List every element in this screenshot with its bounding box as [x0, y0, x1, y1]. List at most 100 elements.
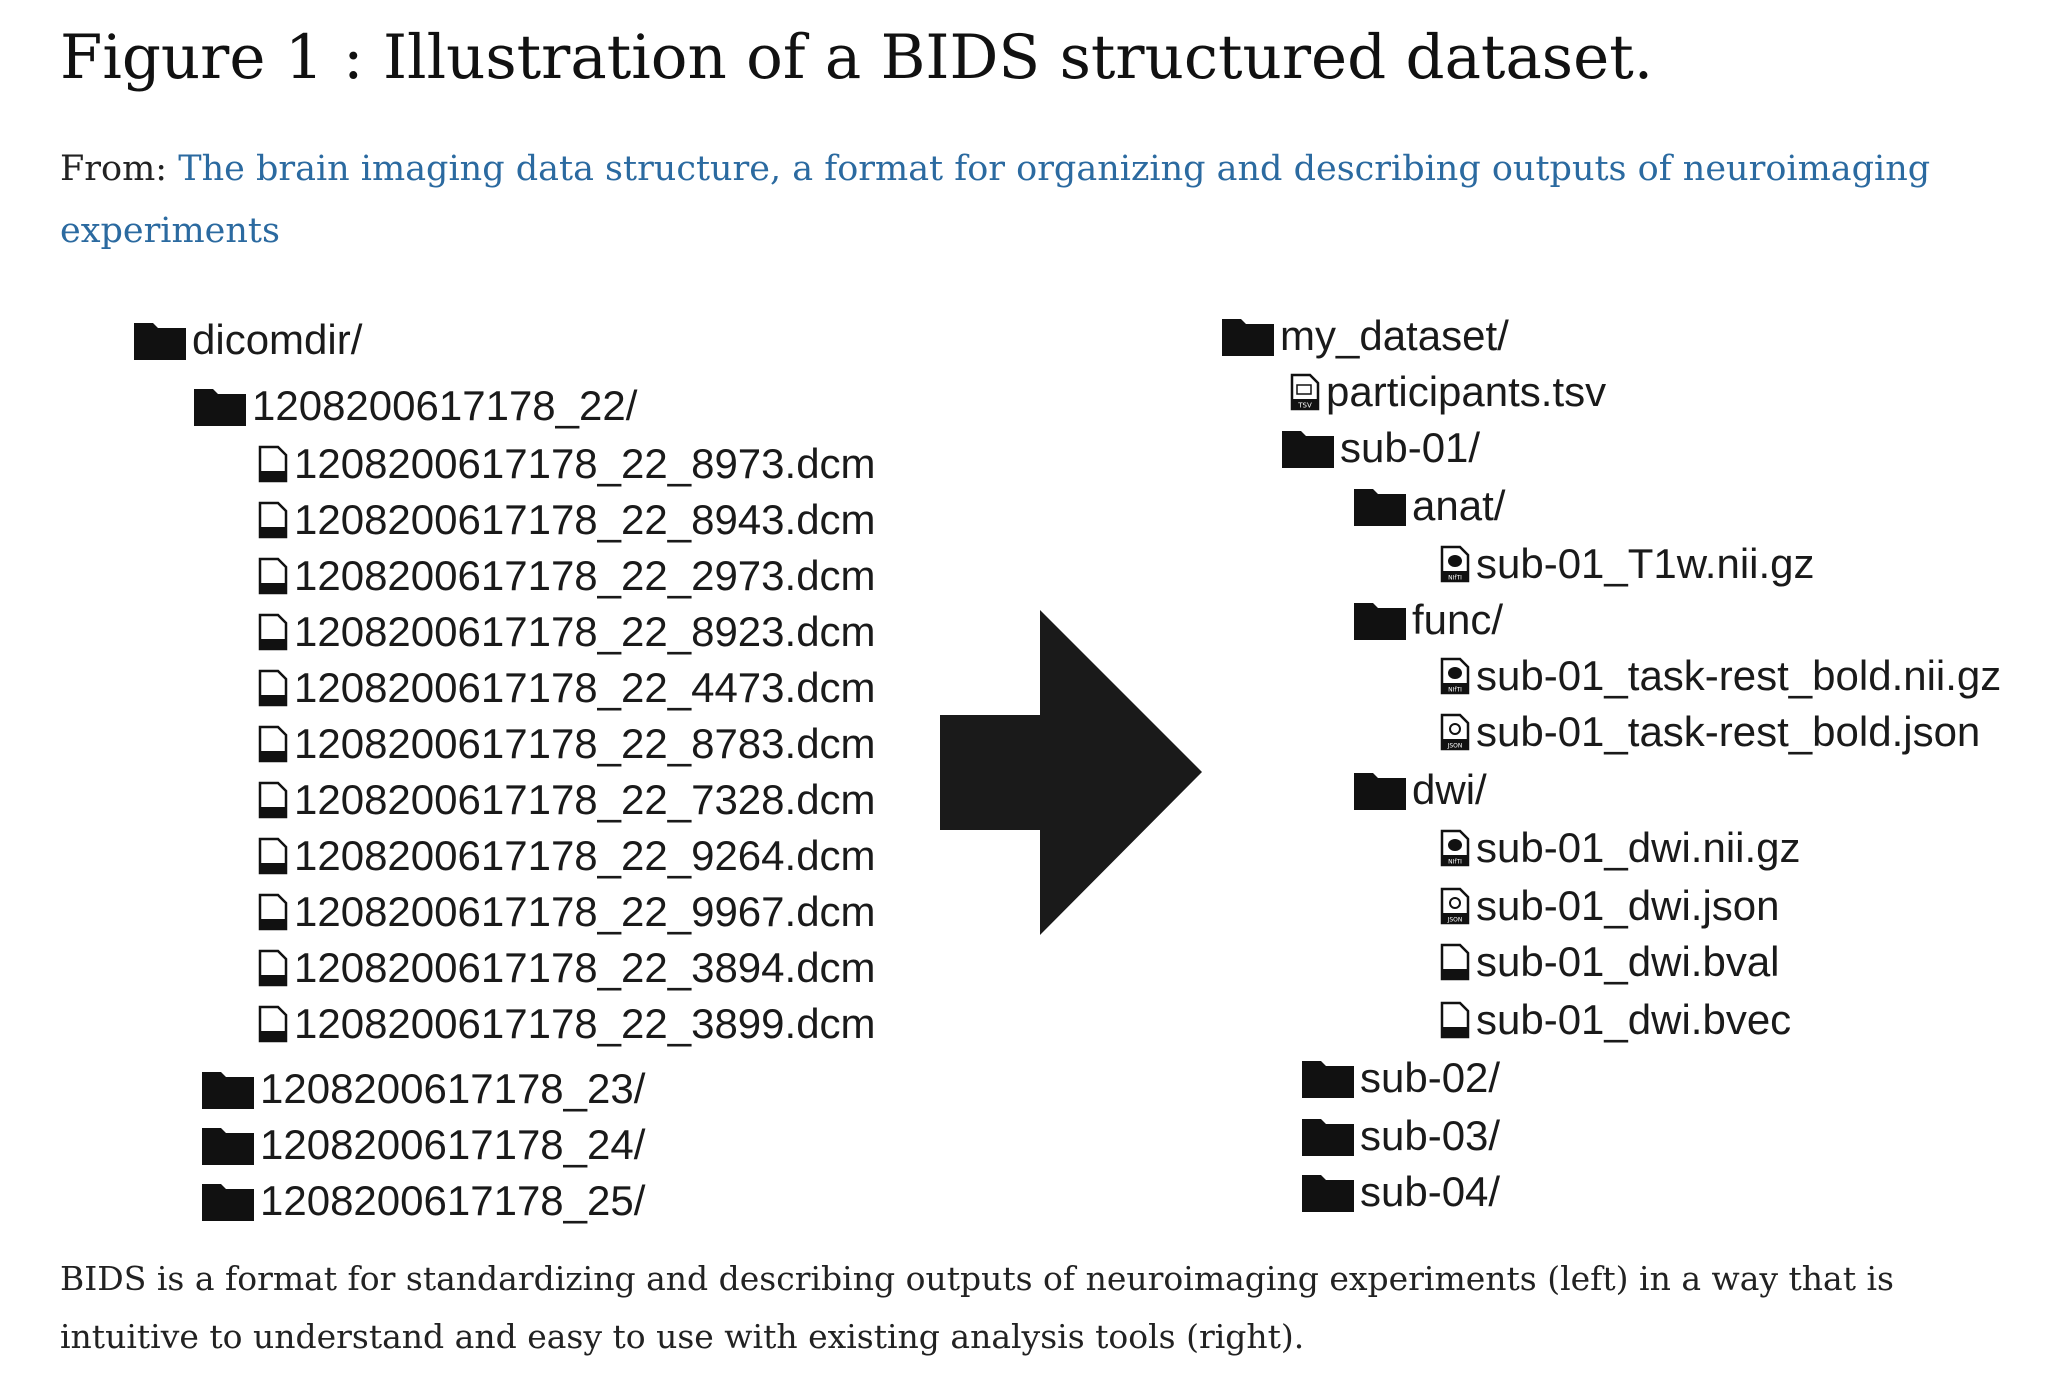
- nifti-file-icon: NIfTI: [1440, 657, 1470, 695]
- file-row: sub-01_dwi.bval: [1440, 936, 1780, 988]
- file-type-badge: NIfTI: [1448, 575, 1462, 582]
- folder-label: dicomdir/: [192, 316, 363, 363]
- file-row: 1208200617178_22_8943.dcm: [258, 494, 876, 546]
- folder-label: 1208200617178_24/: [260, 1121, 646, 1168]
- file-icon: [1440, 1001, 1470, 1039]
- file-label: 1208200617178_22_4473.dcm: [294, 664, 876, 711]
- folder-icon: [1302, 1119, 1354, 1156]
- file-type-badge: NIfTI: [1448, 687, 1462, 694]
- file-type-badge: NIfTI: [1448, 859, 1462, 866]
- folder-label: dwi/: [1412, 766, 1487, 813]
- file-label: 1208200617178_22_3894.dcm: [294, 944, 876, 991]
- file-icon: [258, 1005, 288, 1043]
- folder-icon: [1354, 773, 1406, 810]
- file-label: 1208200617178_22_8923.dcm: [294, 608, 876, 655]
- file-label: sub-01_task-rest_bold.nii.gz: [1476, 652, 2002, 699]
- source-link[interactable]: The brain imaging data structure, a form…: [60, 149, 1931, 251]
- file-type-badge: JSON: [1447, 917, 1463, 924]
- file-label: 1208200617178_22_9264.dcm: [294, 832, 876, 879]
- tree-row-modality: dwi/: [1354, 764, 1487, 816]
- file-row: JSON sub-01_task-rest_bold.json: [1440, 706, 1980, 758]
- file-row: NIfTI sub-01_T1w.nii.gz: [1440, 538, 1815, 590]
- folder-label: sub-03/: [1360, 1112, 1501, 1159]
- file-row: 1208200617178_22_9967.dcm: [258, 886, 876, 938]
- file-row: 1208200617178_22_4473.dcm: [258, 662, 876, 714]
- file-label: 1208200617178_22_3899.dcm: [294, 1000, 876, 1047]
- tree-row-subject: sub-01/: [1282, 422, 1480, 474]
- file-label: 1208200617178_22_7328.dcm: [294, 776, 876, 823]
- file-row: 1208200617178_22_8923.dcm: [258, 606, 876, 658]
- folder-label: sub-02/: [1360, 1054, 1501, 1101]
- folder-icon: [1282, 431, 1334, 468]
- folder-icon: [194, 389, 246, 426]
- file-label: 1208200617178_22_8973.dcm: [294, 440, 876, 487]
- file-icon: [258, 445, 288, 483]
- file-row: 1208200617178_22_9264.dcm: [258, 830, 876, 882]
- tsv-file-icon: TSV: [1290, 373, 1320, 411]
- tree-row-dicomdir: dicomdir/: [134, 314, 362, 366]
- file-label: 1208200617178_22_2973.dcm: [294, 552, 876, 599]
- file-label: sub-01_dwi.nii.gz: [1476, 824, 1801, 871]
- tree-row-modality: anat/: [1354, 480, 1505, 532]
- folder-label: sub-01/: [1340, 424, 1481, 471]
- file-row: 1208200617178_22_8783.dcm: [258, 718, 876, 770]
- file-label: 1208200617178_22_9967.dcm: [294, 888, 876, 935]
- tree-row-subject: sub-02/: [1302, 1052, 1500, 1104]
- file-icon: [258, 837, 288, 875]
- folder-icon: [1354, 489, 1406, 526]
- tree-row-folder: 1208200617178_24/: [202, 1119, 645, 1171]
- folder-icon: [1354, 603, 1406, 640]
- file-row: NIfTI sub-01_task-rest_bold.nii.gz: [1440, 650, 2001, 702]
- folder-icon: [202, 1072, 254, 1109]
- folder-icon: [1302, 1061, 1354, 1098]
- tree-row-dataset: my_dataset/: [1222, 310, 1509, 362]
- figure-caption: BIDS is a format for standardizing and d…: [60, 1259, 1894, 1356]
- file-label: sub-01_dwi.json: [1476, 882, 1780, 929]
- folder-label: anat/: [1412, 482, 1506, 529]
- folder-label: my_dataset/: [1280, 312, 1509, 359]
- nifti-file-icon: NIfTI: [1440, 829, 1470, 867]
- file-icon: [1440, 943, 1470, 981]
- from-label: From:: [60, 149, 168, 189]
- file-icon: [258, 725, 288, 763]
- folder-icon: [134, 323, 186, 360]
- folder-label: func/: [1412, 596, 1504, 643]
- file-icon: [258, 669, 288, 707]
- folder-icon: [202, 1184, 254, 1221]
- tree-row-modality: func/: [1354, 594, 1503, 646]
- file-row: JSON sub-01_dwi.json: [1440, 880, 1780, 932]
- file-row: TSV participants.tsv: [1290, 366, 1606, 418]
- file-row: 1208200617178_22_8973.dcm: [258, 438, 876, 490]
- tree-row-folder-open: 1208200617178_22/: [194, 380, 637, 432]
- file-type-badge: TSV: [1297, 402, 1312, 410]
- source-line: From: The brain imaging data structure, …: [60, 138, 1960, 262]
- file-row: 1208200617178_22_3894.dcm: [258, 942, 876, 994]
- folder-label: sub-04/: [1360, 1168, 1501, 1215]
- folder-icon: [202, 1128, 254, 1165]
- tree-row-subject: sub-03/: [1302, 1110, 1500, 1162]
- tree-row-folder: 1208200617178_25/: [202, 1175, 645, 1227]
- file-icon: [258, 781, 288, 819]
- json-file-icon: JSON: [1440, 713, 1470, 751]
- file-label: 1208200617178_22_8783.dcm: [294, 720, 876, 767]
- file-label: sub-01_T1w.nii.gz: [1476, 540, 1815, 587]
- file-icon: [258, 949, 288, 987]
- tree-row-folder: 1208200617178_23/: [202, 1063, 645, 1115]
- file-label: sub-01_dwi.bval: [1476, 938, 1780, 985]
- file-label: sub-01_dwi.bvec: [1476, 996, 1792, 1043]
- folder-label: 1208200617178_22/: [252, 382, 638, 429]
- file-icon: [258, 893, 288, 931]
- folder-icon: [1222, 319, 1274, 356]
- folder-label: 1208200617178_25/: [260, 1177, 646, 1224]
- file-icon: [258, 613, 288, 651]
- figure-title: Figure 1 : Illustration of a BIDS struct…: [60, 22, 1654, 93]
- folder-icon: [1302, 1175, 1354, 1212]
- file-label: 1208200617178_22_8943.dcm: [294, 496, 876, 543]
- file-row: 1208200617178_22_3899.dcm: [258, 998, 876, 1050]
- folder-label: 1208200617178_23/: [260, 1065, 646, 1112]
- right-arrow-icon: [940, 610, 1202, 935]
- file-icon: [258, 501, 288, 539]
- file-row: sub-01_dwi.bvec: [1440, 994, 1791, 1046]
- file-row: 1208200617178_22_7328.dcm: [258, 774, 876, 826]
- json-file-icon: JSON: [1440, 887, 1470, 925]
